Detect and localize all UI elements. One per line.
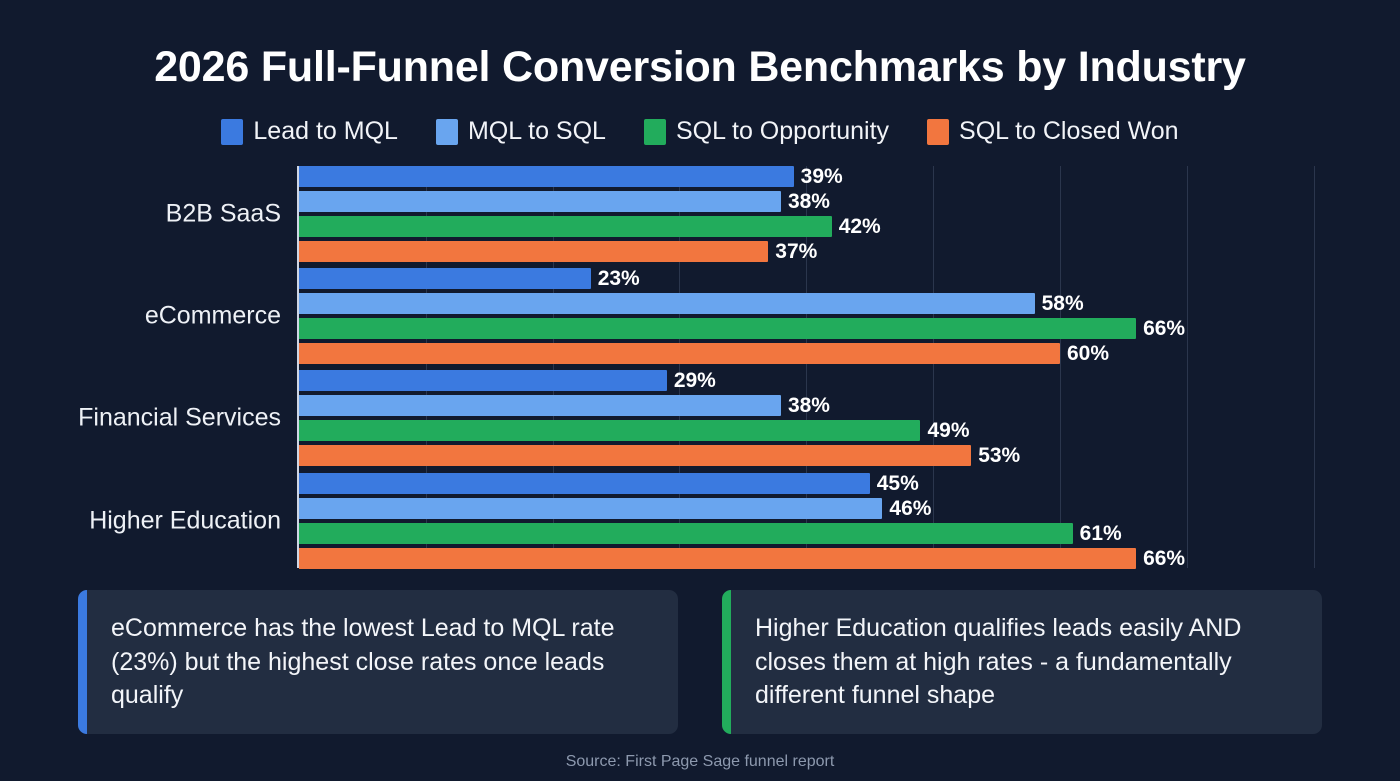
bar-row[interactable]: 38% <box>299 394 1320 418</box>
callout-accent-bar <box>78 590 87 735</box>
bar[interactable] <box>299 318 1137 340</box>
bar[interactable] <box>299 190 781 212</box>
legend-item-label: MQL to SQL <box>467 117 606 146</box>
callout-card: Higher Education qualifies leads easily … <box>722 590 1322 735</box>
bar-row[interactable]: 29% <box>299 369 1320 393</box>
category-label: Financial Services <box>78 403 281 432</box>
bar-value-label: 53% <box>978 444 1021 468</box>
bar-value-label: 39% <box>800 164 843 188</box>
bar-row[interactable]: 45% <box>299 471 1320 495</box>
callout-accent-bar <box>722 590 731 735</box>
bar-row[interactable]: 23% <box>299 267 1320 291</box>
bar-value-label: 29% <box>673 369 716 393</box>
bar-row[interactable]: 38% <box>299 189 1320 213</box>
bar-value-label: 49% <box>927 419 970 443</box>
bar-value-label: 46% <box>889 496 932 520</box>
bar-row[interactable]: 42% <box>299 214 1320 238</box>
category-label: B2B SaaS <box>165 199 281 228</box>
legend-item[interactable]: MQL to SQL <box>435 117 606 146</box>
bar-value-label: 61% <box>1079 521 1122 545</box>
bar-value-label: 42% <box>838 214 881 238</box>
legend-item[interactable]: SQL to Closed Won <box>927 117 1179 146</box>
bar[interactable] <box>299 395 781 417</box>
bar-group: eCommerce 23% 58% 66% 60% <box>145 268 1320 366</box>
bar[interactable] <box>299 293 1035 315</box>
chart-legend: Lead to MQL MQL to SQL SQL to Opportunity S… <box>0 117 1400 146</box>
callout-text: Higher Education qualifies leads easily … <box>755 614 1242 709</box>
legend-swatch-icon <box>221 118 244 145</box>
plot-wrapper: B2B SaaS 39% 38% 42% 37% eCommerce 23% 58% 66% 60… <box>0 164 1400 569</box>
bar[interactable] <box>299 343 1060 365</box>
bar-group: Higher Education 45% 46% 61% 66% <box>89 471 1320 569</box>
bar[interactable] <box>299 268 591 290</box>
bar-row[interactable]: 60% <box>299 342 1320 366</box>
bar-row[interactable]: 49% <box>299 419 1320 443</box>
legend-item[interactable]: SQL to Opportunity <box>643 117 890 146</box>
callout-text: eCommerce has the lowest Lead to MQL rat… <box>111 614 615 709</box>
bar-value-label: 38% <box>787 394 830 418</box>
callout-list: eCommerce has the lowest Lead to MQL rat… <box>0 590 1400 735</box>
legend-swatch-icon <box>927 118 950 145</box>
bar-row[interactable]: 61% <box>299 521 1320 545</box>
bar-row[interactable]: 66% <box>299 317 1320 341</box>
bar-row[interactable]: 53% <box>299 444 1320 468</box>
bar[interactable] <box>299 165 794 187</box>
legend-item[interactable]: Lead to MQL <box>221 117 398 146</box>
source-note: Source: First Page Sage funnel report <box>565 753 835 771</box>
legend-item-label: SQL to Opportunity <box>675 117 890 146</box>
bar-group: B2B SaaS 39% 38% 42% 37% <box>166 164 1320 262</box>
bar-value-label: 23% <box>597 267 640 291</box>
legend-item-label: SQL to Closed Won <box>959 117 1179 146</box>
plot-area: B2B SaaS 39% 38% 42% 37% eCommerce 23% 58% 66% 60… <box>78 164 1320 569</box>
bar[interactable] <box>299 522 1073 544</box>
bar[interactable] <box>299 497 883 519</box>
bar-row[interactable]: 37% <box>299 239 1320 263</box>
legend-swatch-icon <box>643 118 666 145</box>
bar-value-label: 60% <box>1066 342 1110 366</box>
bar-groups: B2B SaaS 39% 38% 42% 37% eCommerce 23% 58% 66% 60… <box>78 164 1320 569</box>
bar[interactable] <box>299 240 769 262</box>
page-title: 2026 Full-Funnel Conversion Benchmarks b… <box>154 43 1246 91</box>
category-label: eCommerce <box>144 301 281 330</box>
bar-group: Financial Services 29% 38% 49% 53% <box>78 370 1320 468</box>
bar-row[interactable]: 66% <box>299 546 1320 570</box>
category-label: Higher Education <box>89 506 281 535</box>
bar-value-label: 58% <box>1041 292 1084 316</box>
bar[interactable] <box>299 547 1137 569</box>
bar-row[interactable]: 46% <box>299 496 1320 520</box>
bar-value-label: 38% <box>787 189 830 213</box>
bar-row[interactable]: 58% <box>299 292 1320 316</box>
bar-value-label: 66% <box>1143 317 1186 341</box>
bar-value-label: 66% <box>1143 546 1186 570</box>
legend-swatch-icon <box>435 118 458 145</box>
callout-card: eCommerce has the lowest Lead to MQL rat… <box>78 590 678 735</box>
bar-value-label: 45% <box>876 471 919 495</box>
legend-item-label: Lead to MQL <box>253 117 398 146</box>
bar-value-label: 37% <box>775 239 818 263</box>
bar[interactable] <box>299 370 667 392</box>
bar-row[interactable]: 39% <box>299 164 1320 188</box>
bar[interactable] <box>299 472 870 494</box>
bar[interactable] <box>299 215 832 237</box>
bar[interactable] <box>299 420 921 442</box>
bar[interactable] <box>299 445 972 467</box>
